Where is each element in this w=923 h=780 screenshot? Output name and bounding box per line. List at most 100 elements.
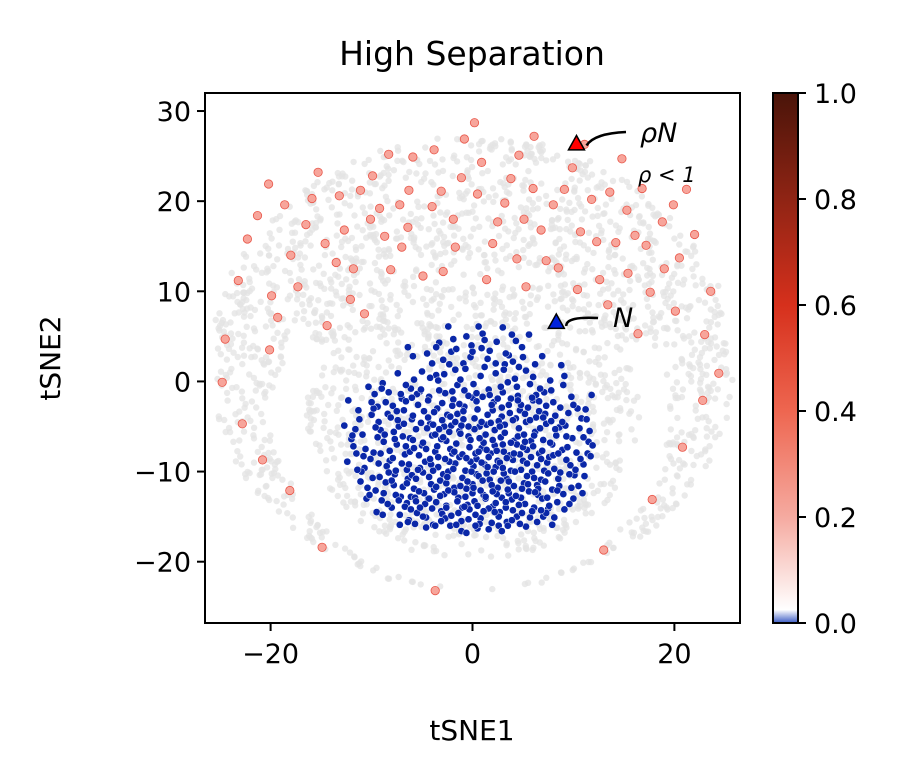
N-point [417,385,425,394]
N-point [521,437,529,446]
background-point [715,351,723,359]
rhoN-point [506,174,516,184]
N-point [412,425,420,434]
background-point [270,335,277,342]
background-point [527,300,534,308]
N-point [530,474,538,482]
background-point [318,534,325,541]
background-point [702,462,709,470]
rhoN-point [355,185,366,195]
N-point [374,459,383,468]
N-point [414,401,422,409]
background-point [492,192,499,199]
background-point [329,187,336,194]
background-point [697,375,705,383]
N-point [450,447,459,456]
rhoN-point [528,183,538,194]
background-point [519,298,526,305]
background-point [706,457,713,464]
background-point [671,317,679,324]
background-point [214,345,222,352]
N-point [429,420,437,429]
background-point [692,282,699,289]
background-point [532,537,539,545]
rhoN-point [459,134,469,144]
background-point [270,262,277,270]
background-point [476,364,483,371]
background-point [503,542,510,549]
background-point [631,264,638,272]
background-point [307,242,314,249]
background-point [384,575,392,582]
background-point [237,301,244,308]
background-point [584,187,591,194]
background-point [559,340,566,347]
rhoN-point [273,312,283,322]
background-point [477,270,484,278]
background-point [670,288,677,295]
rhoN-point [348,264,358,274]
background-point [357,438,364,445]
background-point [599,286,607,293]
background-point [615,389,622,396]
background-point [529,206,537,213]
rhoN-point [623,268,633,278]
background-point [415,203,422,210]
N-point [454,509,463,517]
rhoN-point [641,240,651,250]
colorbar-tick-label: 0.8 [814,185,857,216]
background-point [519,374,527,382]
background-point [385,245,392,253]
N-point [507,438,515,447]
background-point [514,537,521,545]
N-point [546,438,555,447]
rhoN-point [408,152,418,162]
background-point [303,231,311,238]
N-point [367,398,376,407]
background-point [240,250,248,258]
background-point [530,236,537,243]
background-point [452,223,459,230]
background-point [308,535,316,542]
background-point [490,198,497,206]
background-point [373,266,381,274]
rhoN-point [512,254,522,264]
rhoN-point [706,286,716,296]
N-point [449,335,458,343]
rhoN-point [429,145,439,155]
background-point [266,230,273,237]
N-point [410,375,418,384]
background-point [717,309,724,316]
background-point [599,388,606,396]
N-point [487,519,496,527]
background-point [470,290,478,297]
rhoN-point [714,368,724,378]
background-point [301,254,309,261]
background-point [409,298,417,306]
N-point [482,469,491,478]
background-point [590,489,597,497]
background-point [666,214,674,222]
N-point [461,364,470,373]
background-point [300,308,308,315]
N-point [527,453,535,461]
background-point [703,362,711,369]
background-point [402,174,409,181]
rhoN-point [430,585,440,596]
N-point [502,454,511,462]
background-point [623,178,631,186]
background-point [465,175,472,182]
background-point [348,468,355,475]
background-point [690,364,697,372]
background-point [230,349,237,356]
background-point [575,159,582,167]
background-point [410,273,417,280]
rhoN-point [220,334,230,344]
background-point [216,310,223,317]
background-point [270,449,277,456]
background-point [563,225,570,233]
N-point [379,437,388,446]
N-point [411,520,419,528]
background-point [318,313,326,320]
N-point [579,433,588,442]
